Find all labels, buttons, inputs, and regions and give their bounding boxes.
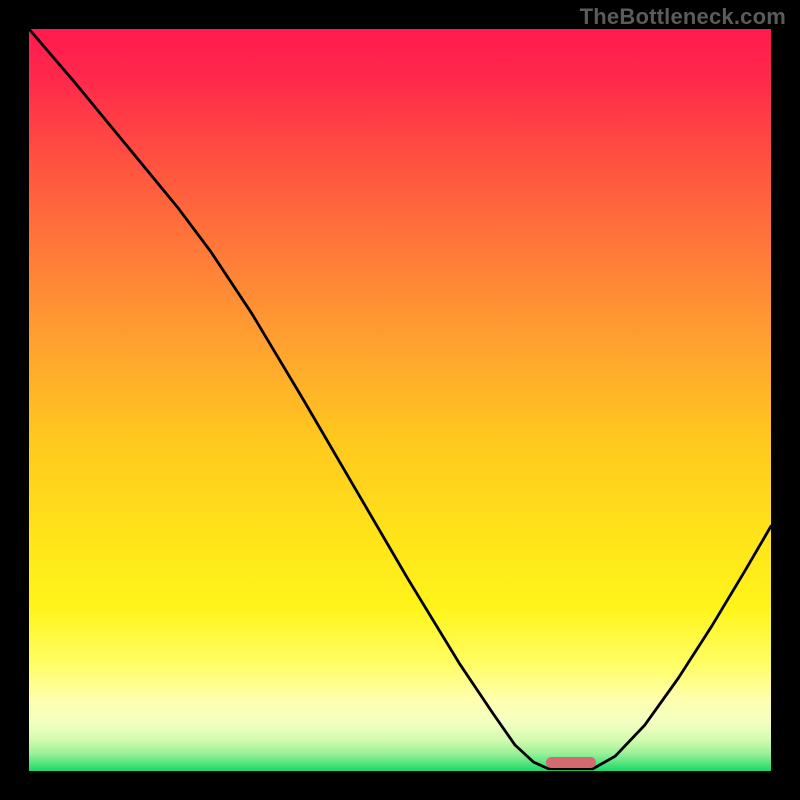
plot-area	[29, 29, 771, 771]
bottleneck-curve	[29, 29, 771, 771]
curve-polyline	[29, 29, 771, 769]
chart-root: TheBottleneck.com	[0, 0, 800, 800]
optimal-marker	[546, 757, 596, 769]
watermark-text: TheBottleneck.com	[580, 4, 786, 30]
